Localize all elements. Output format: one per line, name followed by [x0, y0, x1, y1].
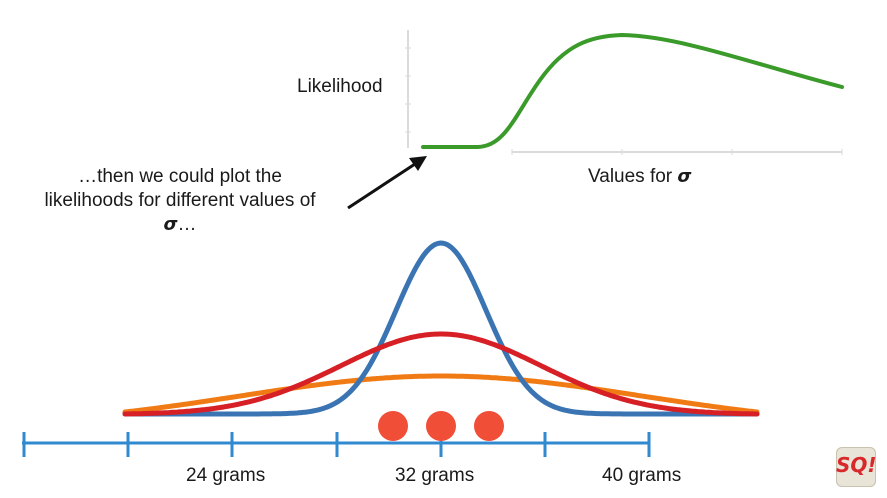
annotation-line-2: likelihoods for different values of: [44, 190, 316, 211]
observations: [378, 411, 504, 441]
tick-label-40: 40 grams: [602, 465, 682, 486]
tick-label-32: 32 grams: [395, 465, 475, 486]
orange-wide-curve: [122, 373, 760, 415]
logo-text: SQ!: [836, 453, 877, 477]
annotation-text: …then we could plot the likelihoods for …: [10, 165, 350, 237]
annotation-arrowhead: [409, 156, 427, 171]
sigma-symbol: σ: [677, 166, 692, 187]
observation-dot: [378, 411, 408, 441]
likelihood-y-label: Likelihood: [297, 76, 383, 97]
annotation-arrow: [347, 162, 416, 210]
blue-narrow-curve: [122, 240, 760, 417]
likelihood-x-ticks: [511, 149, 843, 155]
likelihood-y-ticks: [405, 47, 411, 133]
observation-dot: [426, 411, 456, 441]
observation-dot: [474, 411, 504, 441]
annotation-ellipsis: …: [177, 214, 197, 235]
number-line: [22, 432, 651, 457]
sigma-symbol: σ: [163, 214, 178, 235]
likelihood-curve: [421, 32, 844, 149]
likelihood-x-label: Values for σ: [588, 166, 691, 188]
likelihood-x-label-text: Values for: [588, 166, 673, 187]
annotation-line-1: …then we could plot the: [78, 166, 282, 187]
annotation-line-3: σ…: [10, 213, 350, 237]
distribution-curves: [122, 240, 760, 417]
logo: SQ!: [836, 447, 877, 487]
tick-label-24: 24 grams: [186, 465, 266, 486]
red-medium-curve: [122, 331, 760, 417]
